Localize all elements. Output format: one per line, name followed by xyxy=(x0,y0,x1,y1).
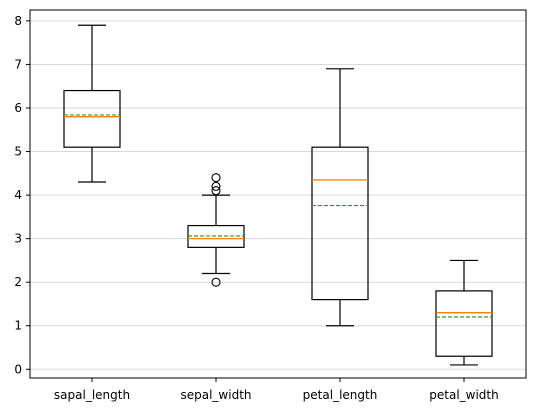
iqr-box xyxy=(311,146,369,301)
box-sepal-width xyxy=(187,173,245,287)
y-tick-label: 2 xyxy=(14,275,22,289)
grid-lines xyxy=(30,20,526,370)
y-tick-label: 8 xyxy=(14,14,22,28)
boxes xyxy=(63,24,493,366)
y-tick-label: 4 xyxy=(14,188,22,202)
x-tick-label: petal_width xyxy=(429,388,498,402)
outlier-point xyxy=(211,173,221,183)
x-tick-label: sapal_length xyxy=(54,388,130,402)
box-petal-length xyxy=(311,68,369,327)
outlier-point xyxy=(211,181,221,191)
y-tick-label: 7 xyxy=(14,57,22,71)
x-tick-label: sepal_width xyxy=(180,388,251,402)
plot-frame xyxy=(29,9,527,379)
y-tick-label: 6 xyxy=(14,101,22,115)
iqr-box xyxy=(435,290,493,357)
x-tick-label: petal_length xyxy=(303,388,378,402)
y-tick-label: 0 xyxy=(14,362,22,376)
box-petal-width xyxy=(435,259,493,366)
y-tick-label: 3 xyxy=(14,232,22,246)
iqr-box xyxy=(63,89,121,148)
y-tick-label: 5 xyxy=(14,145,22,159)
y-tick-label: 1 xyxy=(14,319,22,333)
outlier-point xyxy=(211,277,221,287)
axes: 0 1 2 3 4 5 6 7 8 sapal_length sepal_width petal_le… xyxy=(14,14,498,402)
outlier-point xyxy=(211,186,221,196)
box-sapal-length xyxy=(63,24,121,183)
